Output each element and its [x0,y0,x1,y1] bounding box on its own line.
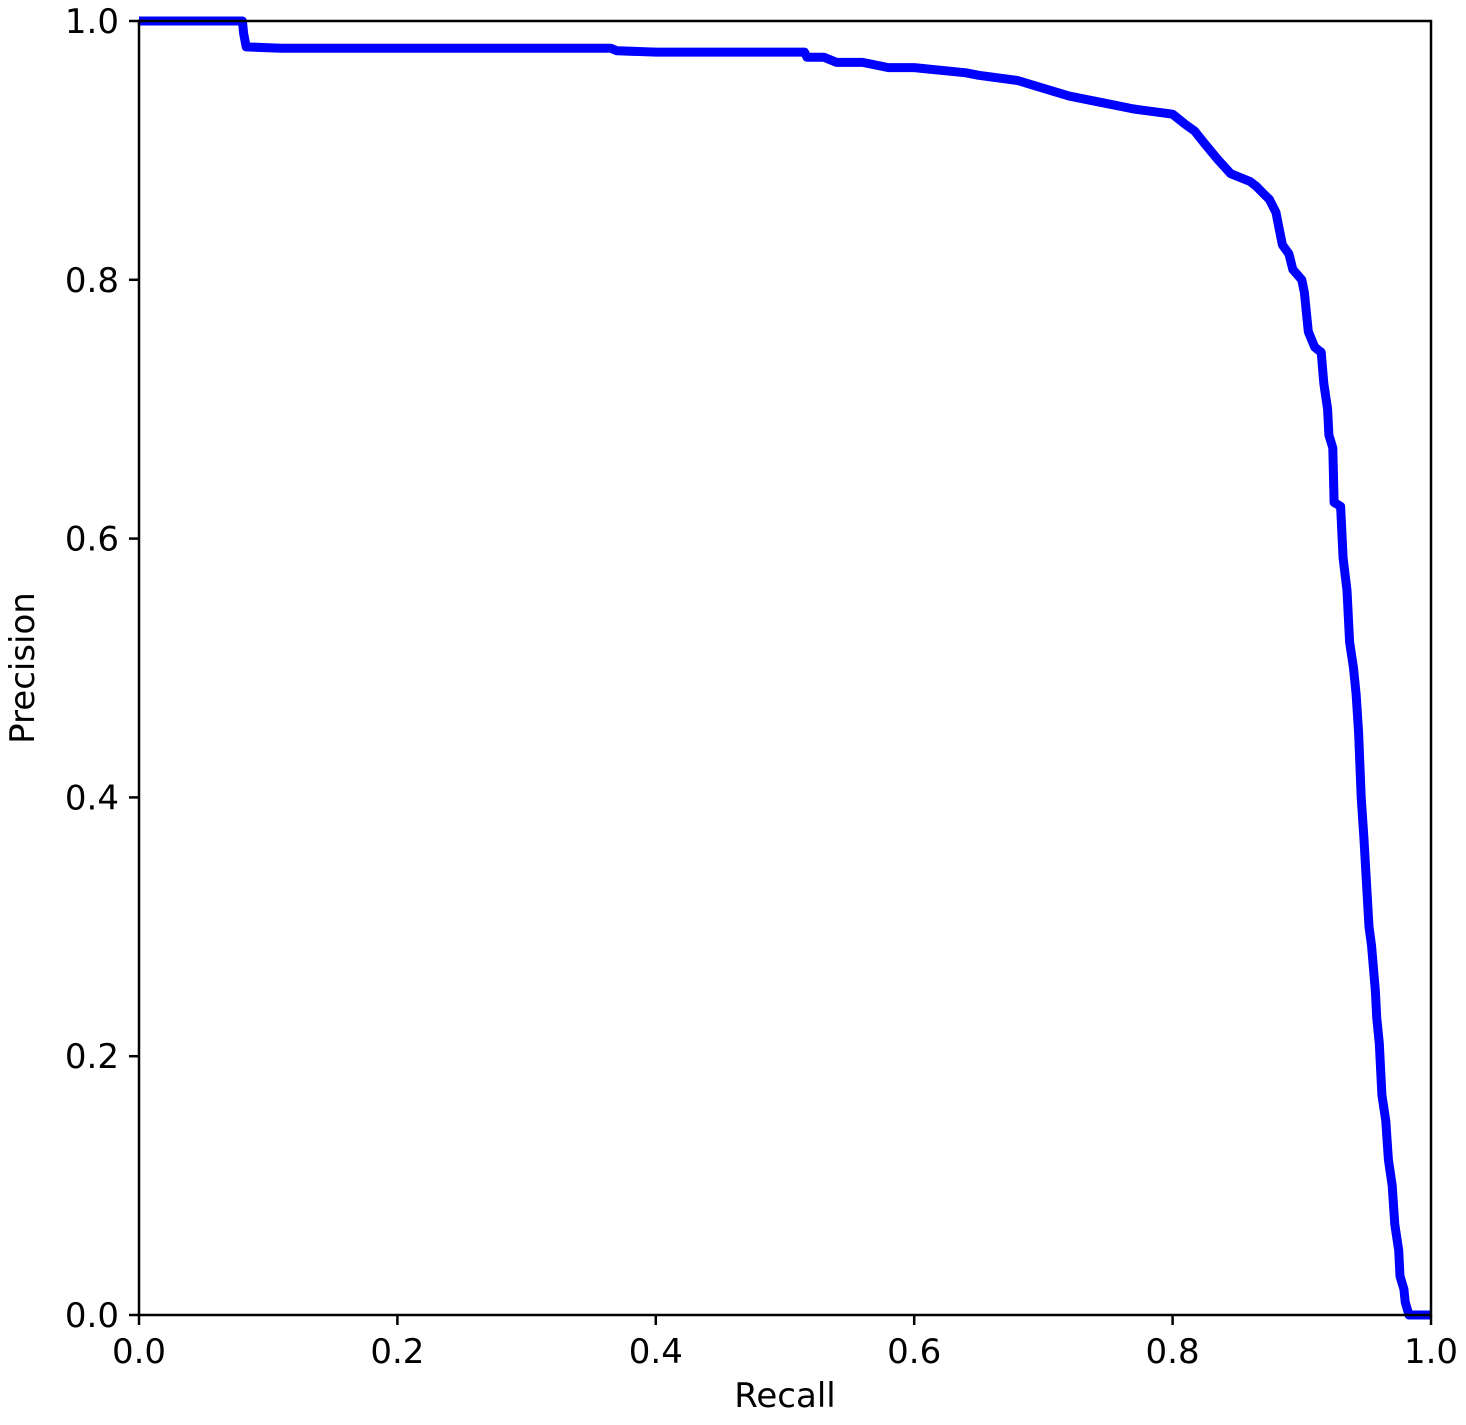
y-tick-label: 0.6 [65,520,119,560]
pr-curve-line-0 [139,16,1431,1320]
y-tick-label: 1.0 [65,2,119,42]
y-tick-label: 0.2 [65,1037,119,1077]
x-tick-label: 0.2 [370,1332,424,1372]
x-tick-label: 0.0 [112,1332,166,1372]
x-tick-label: 1.0 [1404,1332,1458,1372]
y-tick-label: 0.4 [65,778,119,818]
y-tick-label: 0.8 [65,261,119,301]
y-tick-label: 0.0 [65,1296,119,1336]
plot-area [139,16,1431,1320]
x-tick-label: 0.4 [629,1332,683,1372]
x-axis-label: Recall [734,1376,835,1416]
axes: 0.0 0.2 0.4 0.6 0.8 1.0 0.0 0.2 0.4 0.6 0.8 1.0 [65,2,1458,1372]
axes-frame [137,19,1433,1317]
x-tick-label: 0.6 [887,1332,941,1372]
y-axis-label: Precision [3,592,43,744]
x-tick-label: 0.8 [1146,1332,1200,1372]
